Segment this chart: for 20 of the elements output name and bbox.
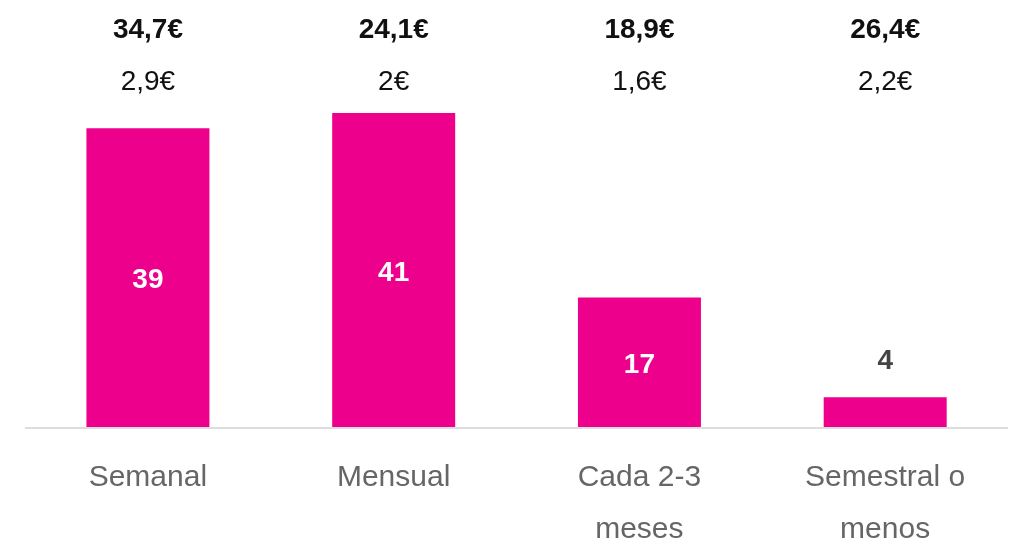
x-tick-label: Cada 2-3 meses: [577, 459, 702, 544]
data-label: 4: [877, 344, 894, 376]
bar: [823, 397, 947, 428]
data-label: 39: [132, 263, 164, 295]
text: 34,7€: [112, 13, 184, 44]
bar: [332, 113, 456, 428]
bar: [86, 128, 210, 428]
x-tick-label: Mensual: [336, 459, 451, 492]
data-label: 41: [378, 255, 410, 287]
x-tick-label: Semanal: [88, 459, 208, 492]
text: 24,1€: [358, 13, 430, 44]
text: 18,9€: [604, 13, 675, 44]
text: 1,6€: [612, 65, 668, 96]
data-label: 17: [623, 347, 656, 379]
x-tick-label: Semestral o menos: [805, 459, 966, 544]
text: 2,9€: [120, 65, 176, 96]
text: 2€: [378, 65, 410, 96]
bar: [577, 297, 701, 428]
text: 2,2€: [857, 65, 913, 96]
text: 26,4€: [850, 13, 921, 44]
